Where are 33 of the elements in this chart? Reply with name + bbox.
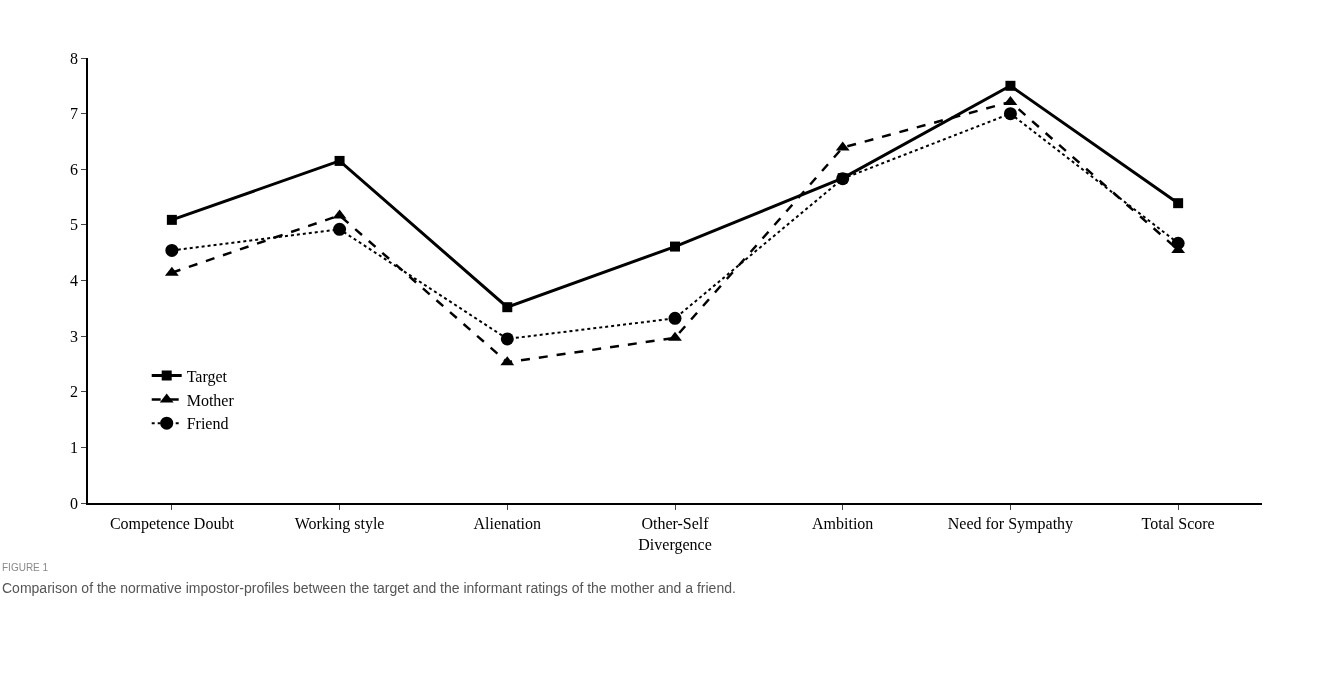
x-tick-label: Total Score	[1141, 514, 1215, 532]
point	[670, 241, 680, 252]
y-tick-label: 8	[70, 49, 79, 67]
text: Comparison of the normative impostor-profiles between the target and the informant ratings of the mother and a friend.	[2, 580, 736, 596]
y-tick-label: 1	[70, 438, 79, 456]
y-tick-label: 2	[70, 383, 79, 401]
point	[165, 243, 179, 257]
y-tick-label: 5	[70, 216, 79, 234]
y-tick-label: 3	[70, 327, 79, 345]
y-tick-label: 6	[70, 160, 79, 178]
y-tick-label: 0	[70, 494, 79, 512]
legend-label: Mother	[186, 391, 235, 409]
point	[334, 155, 345, 166]
caption: FIGURE 1	[2, 562, 49, 573]
point	[1173, 198, 1184, 209]
x-tick-label: Other-Self Divergence	[638, 514, 712, 554]
x-tick-label: Working style	[294, 514, 385, 533]
point	[333, 222, 347, 236]
x-tick-label: Ambition	[812, 514, 874, 532]
y-tick-label: 4	[70, 272, 79, 290]
legend-label: Target	[186, 367, 228, 386]
point	[166, 214, 177, 225]
x-tick-label: Alienation	[473, 514, 542, 532]
point	[668, 331, 682, 341]
point	[502, 302, 513, 313]
x-tick-label: Need for Sympathy	[947, 514, 1074, 533]
point	[1003, 107, 1017, 121]
y-tick-label: 7	[70, 105, 79, 123]
x-tick-label: Competence Doubt	[109, 514, 235, 533]
point	[500, 332, 514, 346]
point	[668, 311, 682, 325]
legend-label: Friend	[186, 415, 229, 433]
point	[1005, 80, 1016, 91]
